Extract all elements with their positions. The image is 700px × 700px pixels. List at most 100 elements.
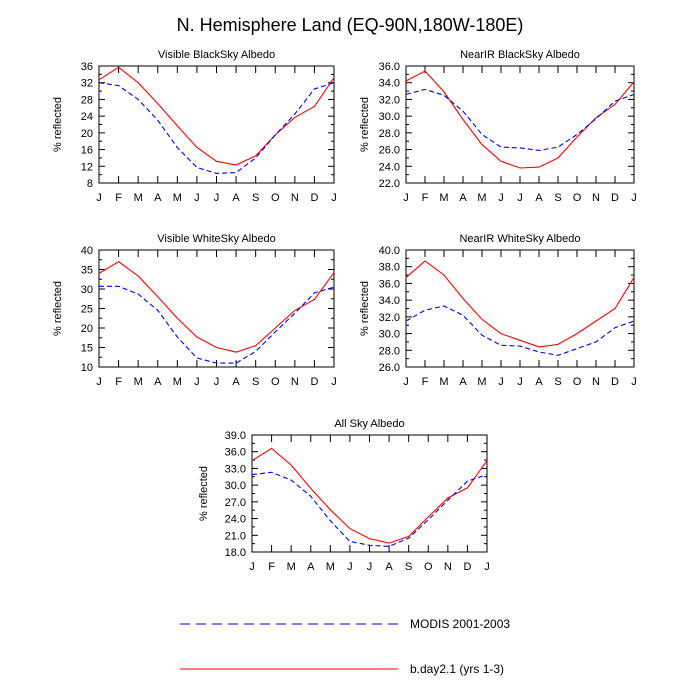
nearir-blacksky-albedo-y-tick-label: 32.0 [379,94,400,106]
nearir-blacksky-albedo-y-tick-label: 26.0 [379,145,400,157]
nearir-blacksky-albedo-y-tick-label: 24.0 [379,161,400,173]
nearir-blacksky-albedo-x-tick-label: N [592,192,600,204]
nearir-blacksky-albedo-y-tick-label: 28.0 [379,128,400,140]
nearir-blacksky-albedo-title: NearIR BlackSky Albedo [460,49,580,61]
nearir-blacksky-albedo-x-tick-label: J [517,192,523,204]
nearir-whitesky-albedo-y-axis-label: % reflected [359,281,371,336]
visible-blacksky-albedo-y-tick-label: 12 [81,161,93,173]
nearir-blacksky-albedo-x-tick-label: J [403,192,409,204]
all-sky-albedo-y-tick-label: 33.0 [225,463,246,475]
all-sky-albedo-y-tick-label: 18.0 [225,547,246,559]
all-sky-albedo-series-modis-line [251,471,488,547]
nearir-whitesky-albedo-x-tick-label: S [554,376,561,388]
all-sky-albedo-x-tick-label: J [347,561,353,573]
nearir-blacksky-albedo-x-tick-label: F [422,192,429,204]
nearir-blacksky-albedo-x-tick-label: O [573,192,582,204]
figure-title: N. Hemisphere Land (EQ-90N,180W-180E) [177,15,524,35]
all-sky-albedo-x-tick-label: M [326,561,335,573]
visible-blacksky-albedo-y-tick-label: 8 [87,178,93,190]
nearir-whitesky-albedo-x-tick-label: F [422,376,429,388]
all-sky-albedo-x-tick-label: S [405,561,412,573]
visible-blacksky-albedo-x-tick-label: S [252,192,259,204]
all-sky-albedo-x-tick-label: N [444,561,452,573]
visible-blacksky-albedo-y-tick-label: 28 [81,94,93,106]
nearir-whitesky-albedo-x-tick-label: A [459,376,467,388]
all-sky-albedo-x-tick-label: J [367,561,373,573]
visible-whitesky-albedo-series-model-line [98,261,335,353]
visible-whitesky-albedo-x-tick-label: J [331,376,337,388]
nearir-whitesky-albedo-y-tick-label: 28.0 [379,345,400,357]
visible-blacksky-albedo-series-model-line [98,66,335,166]
nearir-blacksky-albedo-y-tick-label: 30.0 [379,111,400,123]
nearir-whitesky-albedo-series-model-line [405,260,635,348]
visible-blacksky-albedo-x-tick-label: M [134,192,143,204]
visible-blacksky-albedo-x-tick-label: J [194,192,200,204]
visible-blacksky-albedo-x-tick-label: D [310,192,318,204]
visible-blacksky-albedo-series-modis-line [98,82,335,174]
visible-blacksky-albedo-title: Visible BlackSky Albedo [158,49,275,61]
nearir-blacksky-albedo-plot-frame [405,65,635,184]
nearir-blacksky-albedo-x-tick-label: A [535,192,543,204]
visible-whitesky-albedo-x-tick-label: F [115,376,122,388]
visible-whitesky-albedo-x-tick-label: D [310,376,318,388]
all-sky-albedo-x-tick-label: J [484,561,490,573]
all-sky-albedo-x-tick-label: J [249,561,255,573]
visible-whitesky-albedo-x-tick-label: O [271,376,280,388]
visible-blacksky-albedo-x-tick-label: A [232,192,240,204]
nearir-whitesky-albedo-x-tick-label: O [573,376,582,388]
visible-whitesky-albedo-y-axis-label: % reflected [52,281,64,336]
visible-whitesky-albedo-x-tick-label: M [173,376,182,388]
legend-model-label: b.day2.1 (yrs 1-3) [410,662,504,676]
nearir-whitesky-albedo-title: NearIR WhiteSky Albedo [459,233,580,245]
nearir-whitesky-albedo-x-tick-label: D [611,376,619,388]
nearir-whitesky-albedo-y-tick-label: 34.0 [379,295,400,307]
visible-blacksky-albedo-y-tick-label: 32 [81,78,93,90]
nearir-whitesky-albedo-y-tick-label: 32.0 [379,312,400,324]
nearir-whitesky-albedo-y-tick-label: 40.0 [379,245,400,257]
nearir-whitesky-albedo-x-tick-label: M [477,376,486,388]
nearir-blacksky-albedo-y-tick-label: 36.0 [379,61,400,73]
nearir-blacksky-albedo-x-tick-label: A [459,192,467,204]
nearir-blacksky-albedo-series-modis-line [405,88,635,151]
nearir-whitesky-albedo-y-tick-label: 26.0 [379,362,400,374]
nearir-whitesky-albedo-x-tick-label: A [535,376,543,388]
all-sky-albedo-x-tick-label: D [463,561,471,573]
visible-blacksky-albedo-x-tick-label: J [331,192,337,204]
nearir-whitesky-albedo-x-tick-label: N [592,376,600,388]
all-sky-albedo-y-tick-label: 30.0 [225,480,246,492]
visible-whitesky-albedo-y-tick-label: 40 [81,245,93,257]
visible-blacksky-albedo-y-tick-label: 16 [81,145,93,157]
nearir-blacksky-albedo-x-tick-label: S [554,192,561,204]
all-sky-albedo-y-axis-label: % reflected [198,466,210,521]
all-sky-albedo-plot-frame [251,434,488,553]
nearir-whitesky-albedo-x-tick-label: J [631,376,637,388]
all-sky-albedo-x-tick-label: O [424,561,433,573]
nearir-whitesky-albedo-plot-frame [405,249,635,368]
nearir-blacksky-albedo-x-tick-label: J [498,192,504,204]
nearir-whitesky-albedo-x-tick-label: M [439,376,448,388]
visible-blacksky-albedo-x-tick-label: N [291,192,299,204]
visible-whitesky-albedo-x-tick-label: J [194,376,200,388]
all-sky-albedo-y-tick-label: 36.0 [225,447,246,459]
all-sky-albedo-y-tick-label: 24.0 [225,514,246,526]
all-sky-albedo-y-tick-label: 21.0 [225,530,246,542]
nearir-blacksky-albedo-series-model-line [405,70,635,169]
visible-whitesky-albedo-y-tick-label: 10 [81,362,93,374]
visible-whitesky-albedo-x-tick-label: N [291,376,299,388]
visible-whitesky-albedo-x-tick-label: S [252,376,259,388]
visible-whitesky-albedo-y-tick-label: 25 [81,304,93,316]
nearir-whitesky-albedo-x-tick-label: J [498,376,504,388]
visible-whitesky-albedo-x-tick-label: A [232,376,240,388]
legend: MODIS 2001-2003 b.day2.1 (yrs 1-3) [180,617,510,676]
all-sky-albedo-y-tick-label: 39.0 [225,430,246,442]
nearir-blacksky-albedo-y-axis-label: % reflected [359,97,371,152]
visible-whitesky-albedo-series-modis-line [99,285,335,364]
visible-blacksky-albedo-x-tick-label: M [173,192,182,204]
all-sky-albedo-x-tick-label: A [385,561,393,573]
visible-blacksky-albedo-x-tick-label: F [115,192,122,204]
nearir-blacksky-albedo-x-tick-label: M [477,192,486,204]
